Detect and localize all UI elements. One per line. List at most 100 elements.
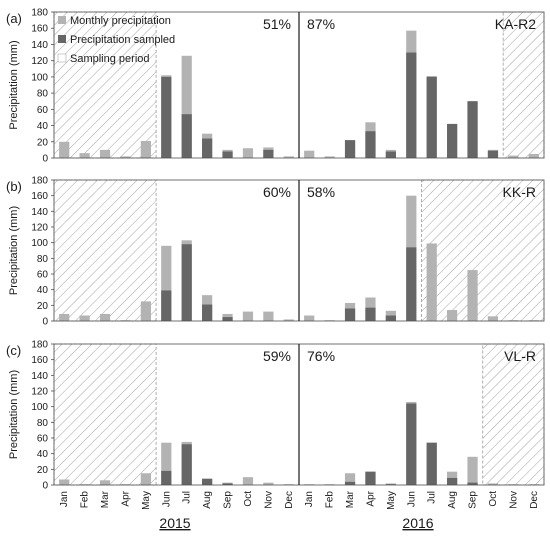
bar-monthly-precipitation (79, 153, 90, 158)
legend: Monthly precipitation Precipitation sampl… (57, 15, 175, 65)
bar-precipitation-sampled (385, 315, 396, 321)
bar-monthly-precipitation (528, 153, 539, 158)
bar-precipitation-sampled (222, 151, 233, 158)
bar-precipitation-sampled (344, 308, 356, 321)
bar-precipitation-sampled (385, 151, 396, 158)
bar-precipitation-sampled (406, 52, 417, 158)
bar-monthly-precipitation (304, 150, 315, 158)
y-tick-label: 0 (42, 154, 48, 165)
x-tick-label: Mar (345, 490, 356, 508)
y-tick-label: 20 (37, 301, 49, 312)
bar-precipitation-sampled (161, 470, 172, 485)
x-tick-label: Aug (447, 491, 458, 509)
y-tick-label: 120 (31, 56, 48, 67)
x-tick-label: May (141, 491, 152, 510)
y-tick-label: 100 (31, 238, 48, 249)
x-tick-label: Feb (80, 491, 91, 509)
bar-monthly-precipitation (59, 479, 70, 485)
bar-monthly-precipitation (426, 243, 437, 321)
bar-precipitation-sampled (222, 317, 233, 321)
bar-monthly-precipitation (487, 316, 499, 321)
y-tick-label: 180 (31, 340, 48, 351)
panel-id-label: (a) (6, 11, 22, 26)
panels-group: 0 20 40 60 80 100 120 140 160 180 Precipitation (m… (6, 8, 545, 492)
bar-monthly-precipitation (99, 149, 111, 158)
x-tick-label: Jun (161, 491, 172, 507)
x-tick-label: Sep (223, 491, 234, 509)
legend-swatch (58, 35, 66, 43)
y-tick-label: 20 (37, 465, 49, 476)
bar-monthly-precipitation (161, 442, 172, 485)
site-label: KA-R2 (495, 16, 536, 32)
y-tick-label: 40 (37, 121, 49, 132)
x-tick-label: Jul (427, 491, 438, 504)
bar-precipitation-sampled (202, 304, 213, 321)
x-tick-label: May (386, 491, 397, 510)
x-tick-label: Jan (59, 491, 70, 507)
y-axis-label: Precipitation (mm) (8, 40, 20, 129)
x-tick-label: Oct (243, 491, 254, 507)
bar-precipitation-sampled (365, 307, 376, 321)
bar-precipitation-sampled (161, 290, 172, 321)
x-tick-label: Dec (529, 491, 540, 509)
y-tick-label: 100 (31, 72, 48, 83)
bar-monthly-precipitation (283, 319, 294, 321)
bar-precipitation-sampled (467, 101, 478, 158)
sampling-period-region (53, 343, 157, 486)
bar-monthly-precipitation (120, 156, 131, 158)
bar-monthly-precipitation (263, 311, 274, 321)
y-tick-label: 180 (31, 176, 48, 187)
y-tick-label: 0 (42, 317, 48, 328)
y-tick-label: 160 (31, 355, 48, 366)
y-tick-label: 140 (31, 371, 48, 382)
bar-precipitation-sampled (222, 483, 233, 485)
panel-id-label: (c) (6, 343, 21, 358)
bar-monthly-precipitation (181, 55, 192, 158)
bar-monthly-precipitation (242, 148, 254, 158)
bar-precipitation-sampled (365, 131, 376, 158)
y-tick-label: 60 (37, 434, 49, 445)
legend-label: Sampling period (70, 53, 150, 65)
y-tick-label: 120 (31, 387, 48, 398)
x-tick-label: Nov (263, 491, 274, 509)
bar-precipitation-sampled (447, 477, 458, 485)
y-tick-label: 40 (37, 285, 49, 296)
y-tick-label: 160 (31, 191, 48, 202)
panel-3: 0 20 40 60 80 100 120 140 160 180 Precipitation (m… (6, 340, 545, 492)
x-tick-label: Apr (365, 490, 376, 506)
y-tick-label: 60 (37, 270, 49, 281)
bar-precipitation-sampled (181, 114, 192, 158)
bar-monthly-precipitation (447, 310, 458, 321)
legend-label: Monthly precipitation (70, 15, 171, 27)
bar-monthly-precipitation (324, 156, 335, 158)
panel-2: 0 20 40 60 80 100 120 140 160 180 Precipitation (m… (6, 176, 545, 328)
y-tick-label: 180 (31, 8, 48, 19)
y-axis-label: Precipitation (mm) (8, 370, 20, 459)
bar-monthly-precipitation (263, 482, 274, 485)
year-label-2016: 2016 (402, 515, 433, 531)
percent-2015-label: 51% (263, 16, 291, 32)
bar-monthly-precipitation (344, 473, 356, 485)
y-tick-label: 80 (37, 89, 49, 100)
panel-id-label: (b) (6, 179, 22, 194)
x-tick-label: Dec (284, 491, 295, 509)
x-tick-label: Sep (468, 491, 479, 509)
y-tick-label: 160 (31, 24, 48, 35)
bar-monthly-precipitation (140, 301, 151, 321)
x-tick-label: Feb (325, 491, 336, 509)
bar-precipitation-sampled (202, 478, 213, 485)
x-tick-label: Apr (120, 490, 131, 506)
bar-precipitation-sampled (344, 140, 356, 158)
year-label-2015: 2015 (159, 515, 190, 531)
site-label: KK-R (503, 184, 536, 200)
y-tick-label: 20 (37, 137, 49, 148)
bar-monthly-precipitation (59, 313, 70, 321)
site-label: VL-R (504, 348, 536, 364)
bar-precipitation-sampled (181, 444, 192, 485)
sampling-period-region (421, 179, 545, 322)
bar-monthly-precipitation (99, 480, 111, 485)
bar-monthly-precipitation (242, 311, 254, 321)
bar-precipitation-sampled (426, 76, 437, 158)
percent-2016-label: 76% (307, 348, 335, 364)
